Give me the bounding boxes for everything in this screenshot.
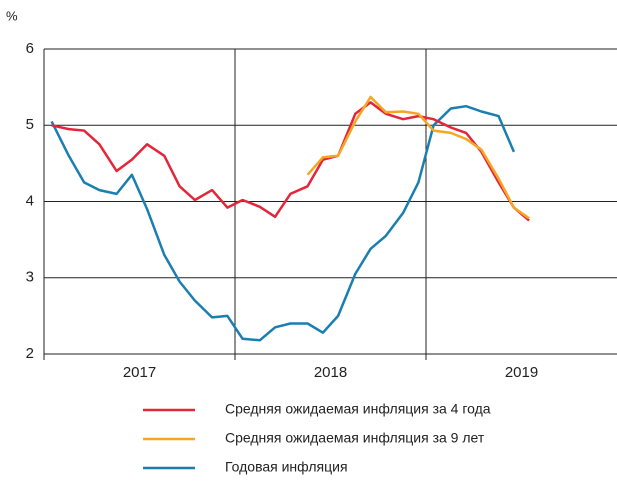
legend-label: Средняя ожидаемая инфляция за 4 года	[225, 401, 491, 417]
y-tick-label: 2	[26, 345, 34, 362]
legend-label: Средняя ожидаемая инфляция за 9 лет	[225, 430, 485, 446]
x-tick-label: 2019	[505, 364, 538, 381]
x-tick-label: 2017	[123, 364, 156, 381]
line	[50, 104, 516, 342]
y-tick-label: 4	[26, 192, 34, 209]
line	[306, 95, 530, 220]
y-tick-label: 5	[26, 116, 34, 133]
y-axis-label: %	[6, 8, 18, 23]
legend-label: Годовая инфляция	[225, 459, 348, 475]
line	[51, 101, 530, 222]
x-tick-label: 2018	[314, 364, 347, 381]
y-tick-label: 3	[26, 269, 34, 286]
y-tick-label: 6	[26, 40, 34, 57]
